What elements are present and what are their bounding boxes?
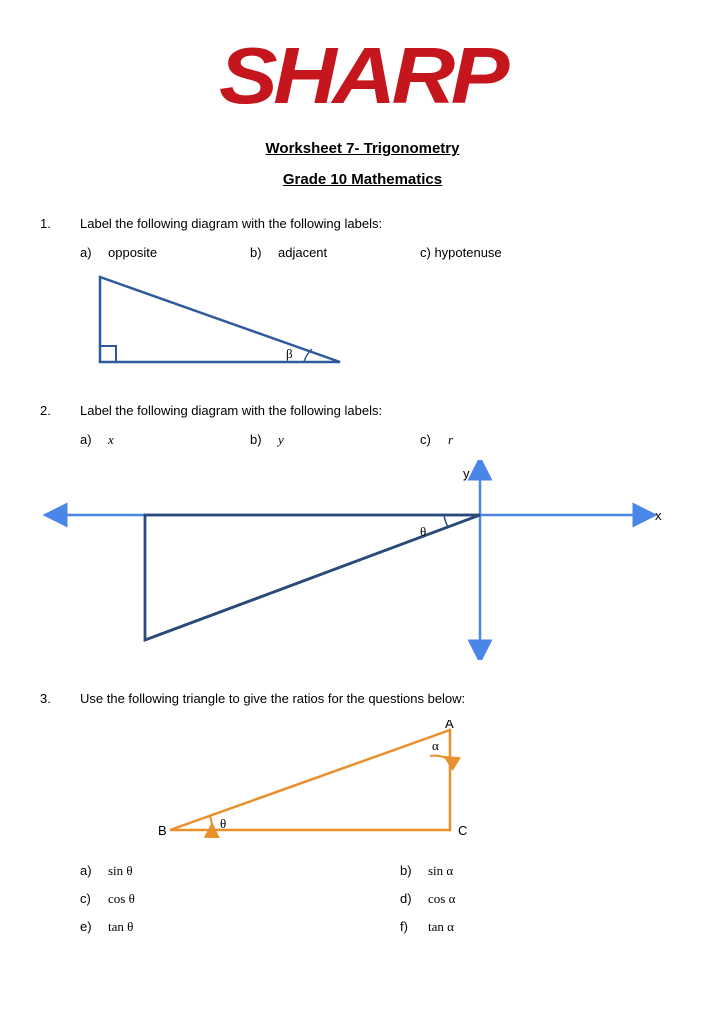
q3-b-lbl: b) <box>400 863 428 879</box>
q1-options: a) opposite b) adjacent c) hypotenuse <box>80 245 685 260</box>
q3-d-txt: cos α <box>428 891 455 907</box>
q3-label-A: A <box>445 720 454 731</box>
q3-a-txt: sin θ <box>108 863 133 879</box>
q2-opt-a-label: a) <box>80 432 108 448</box>
q3-e-txt: tan θ <box>108 919 133 935</box>
question-2: 2. Label the following diagram with the … <box>40 403 685 663</box>
q3-c-lbl: c) <box>80 891 108 907</box>
q3-label-B: B <box>158 823 167 838</box>
q2-x-label: x <box>655 508 662 523</box>
title-line-1: Worksheet 7- Trigonometry <box>266 140 460 157</box>
q1-beta-label: β <box>286 346 293 361</box>
q2-opt-c-text: r <box>448 432 453 448</box>
q2-theta-label: θ <box>420 524 426 539</box>
q3-b-txt: sin α <box>428 863 453 879</box>
q2-y-label: y <box>463 466 470 481</box>
q1-opt-a-text: opposite <box>108 245 157 260</box>
q3-f-txt: tan α <box>428 919 454 935</box>
q2-diagram: y x θ <box>40 460 685 663</box>
q3-c-txt: cos θ <box>108 891 135 907</box>
logo-container: SHARP <box>40 30 685 122</box>
q2-text: Label the following diagram with the fol… <box>80 403 685 418</box>
q1-diagram: β <box>80 272 685 375</box>
q1-number: 1. <box>40 216 80 375</box>
q3-number: 3. <box>40 691 80 935</box>
q3-diagram: A B C θ α <box>140 720 700 853</box>
q3-text: Use the following triangle to give the r… <box>80 691 700 706</box>
q1-opt-a-label: a) <box>80 245 108 260</box>
title-line-2: Grade 10 Mathematics <box>283 171 442 188</box>
q1-opt-b-label: b) <box>250 245 278 260</box>
q2-opt-b-label: b) <box>250 432 278 448</box>
q1-opt-c-text: c) hypotenuse <box>420 245 502 260</box>
q2-opt-b-text: y <box>278 432 284 448</box>
question-3: 3. Use the following triangle to give th… <box>40 691 685 935</box>
q2-opt-c-label: c) <box>420 432 448 448</box>
q3-label-C: C <box>458 823 467 838</box>
q2-opt-a-text: x <box>108 432 114 448</box>
title-container: Worksheet 7- Trigonometry Grade 10 Mathe… <box>40 140 685 188</box>
q3-options: a)sin θ b)sin α c)cos θ d)cos α e)tan θ … <box>80 863 700 935</box>
q1-opt-b-text: adjacent <box>278 245 327 260</box>
logo-text: SHARP <box>219 30 505 122</box>
q3-e-lbl: e) <box>80 919 108 935</box>
q2-options: a) x b) y c) r <box>80 432 685 448</box>
q3-d-lbl: d) <box>400 891 428 907</box>
question-1: 1. Label the following diagram with the … <box>40 216 685 375</box>
q1-text: Label the following diagram with the fol… <box>80 216 685 231</box>
q3-f-lbl: f) <box>400 919 428 935</box>
q3-alpha-label: α <box>432 738 439 753</box>
q3-a-lbl: a) <box>80 863 108 879</box>
q3-theta-label: θ <box>220 816 226 831</box>
